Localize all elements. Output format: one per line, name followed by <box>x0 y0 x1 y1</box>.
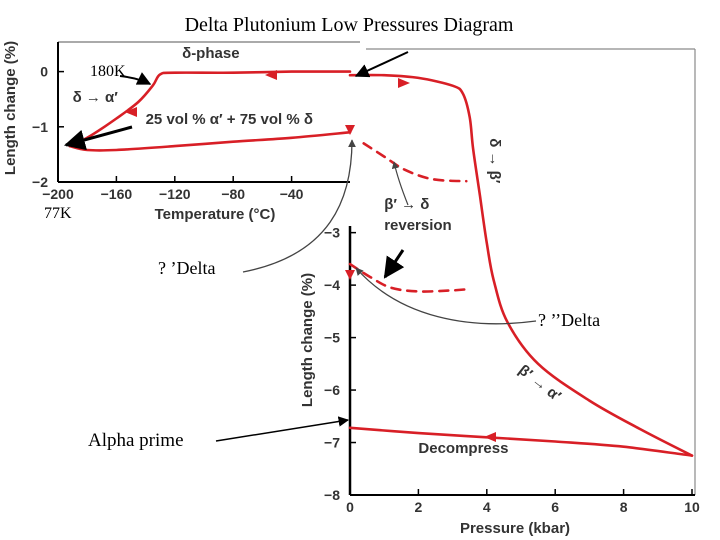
y-tick-label: −5 <box>324 330 340 346</box>
y-tick-label: −1 <box>32 119 48 135</box>
label-alpha-prime: Alpha prime <box>88 430 184 451</box>
x-tick-label: 4 <box>483 499 491 515</box>
y-tick-label: −8 <box>324 487 340 503</box>
y-tick-label: 0 <box>40 64 48 80</box>
arrow-reversion <box>383 249 405 279</box>
chart-annotation: 25 vol % α′ + 75 vol % δ <box>146 111 313 128</box>
y-tick-label: −3 <box>324 225 340 241</box>
inset-series-line-0 <box>68 70 352 148</box>
series-layer <box>68 70 694 457</box>
inset-y-axis-label: Length change (%) <box>2 41 19 175</box>
inset-background <box>0 36 366 226</box>
y-tick-label: −2 <box>32 174 48 190</box>
main-ticks: 0 2 4 6 8 10 −3 −4 −5 −6 −7 −8 <box>324 225 700 515</box>
x-tick-label: 2 <box>415 499 423 515</box>
y-tick-label: −6 <box>324 382 340 398</box>
arrow-top-junction <box>354 51 409 78</box>
curve-direction-arrow <box>345 270 355 280</box>
main-series-line-0 <box>348 73 694 457</box>
chart-annotation: δ → β′ <box>486 138 503 184</box>
chart-annotation: β′ → δ <box>384 196 429 213</box>
label-delta-double-prime: ? ’’Delta <box>538 310 600 330</box>
chart-annotation: δ-phase <box>182 45 239 62</box>
x-tick-label: 10 <box>684 499 700 515</box>
inset-ticks: −200 −160 −120 −80 −40 0 −1 −2 <box>32 64 304 202</box>
x-tick-label: −120 <box>159 186 191 202</box>
main-series-line-3 <box>348 262 468 293</box>
main-y-axis-label: Length change (%) <box>299 273 316 407</box>
y-tick-label: −4 <box>324 277 340 293</box>
inset-series-line-1 <box>68 131 352 152</box>
curve-direction-arrow <box>484 432 496 442</box>
x-tick-label: −200 <box>42 186 74 202</box>
chart-annotation: δ → α′ <box>73 89 119 106</box>
arrow-180k <box>119 72 152 85</box>
arrow-reversion-label <box>391 161 409 206</box>
main-series-line-1 <box>348 426 694 457</box>
label-delta-prime: ? ’Delta <box>158 258 215 278</box>
curve-direction-arrow <box>125 107 137 117</box>
main-x-axis-label: Pressure (kbar) <box>460 520 570 537</box>
arrow-77k <box>63 125 133 151</box>
label-180k: 180K <box>90 63 126 80</box>
curve-direction-arrow <box>345 125 355 135</box>
inset-x-axis-label: Temperature (°C) <box>155 206 276 223</box>
x-tick-label: 0 <box>346 499 354 515</box>
x-tick-label: −40 <box>280 186 304 202</box>
arrow-alpha-prime <box>215 416 350 442</box>
label-77k: 77K <box>44 205 72 222</box>
arrow-delta-double-prime <box>355 267 537 325</box>
arrow-delta-prime <box>242 139 356 273</box>
x-tick-label: −80 <box>221 186 245 202</box>
y-tick-label: −7 <box>324 435 340 451</box>
chart-annotation: reversion <box>384 217 452 234</box>
curve-direction-arrow <box>398 78 410 88</box>
curve-direction-arrow <box>265 70 277 80</box>
x-tick-label: 8 <box>620 499 628 515</box>
main-series-line-2 <box>362 142 468 183</box>
chart-title: Delta Plutonium Low Pressures Diagram <box>185 14 514 36</box>
callout-arrows <box>63 51 537 442</box>
chart-annotation: β′ → α′ <box>515 361 564 405</box>
chart-annotation: Decompress <box>418 440 508 457</box>
x-tick-label: 6 <box>551 499 559 515</box>
inset-plot: −200 −160 −120 −80 −40 0 −1 −2 Length change (%… <box>0 36 366 226</box>
x-tick-label: −160 <box>101 186 133 202</box>
